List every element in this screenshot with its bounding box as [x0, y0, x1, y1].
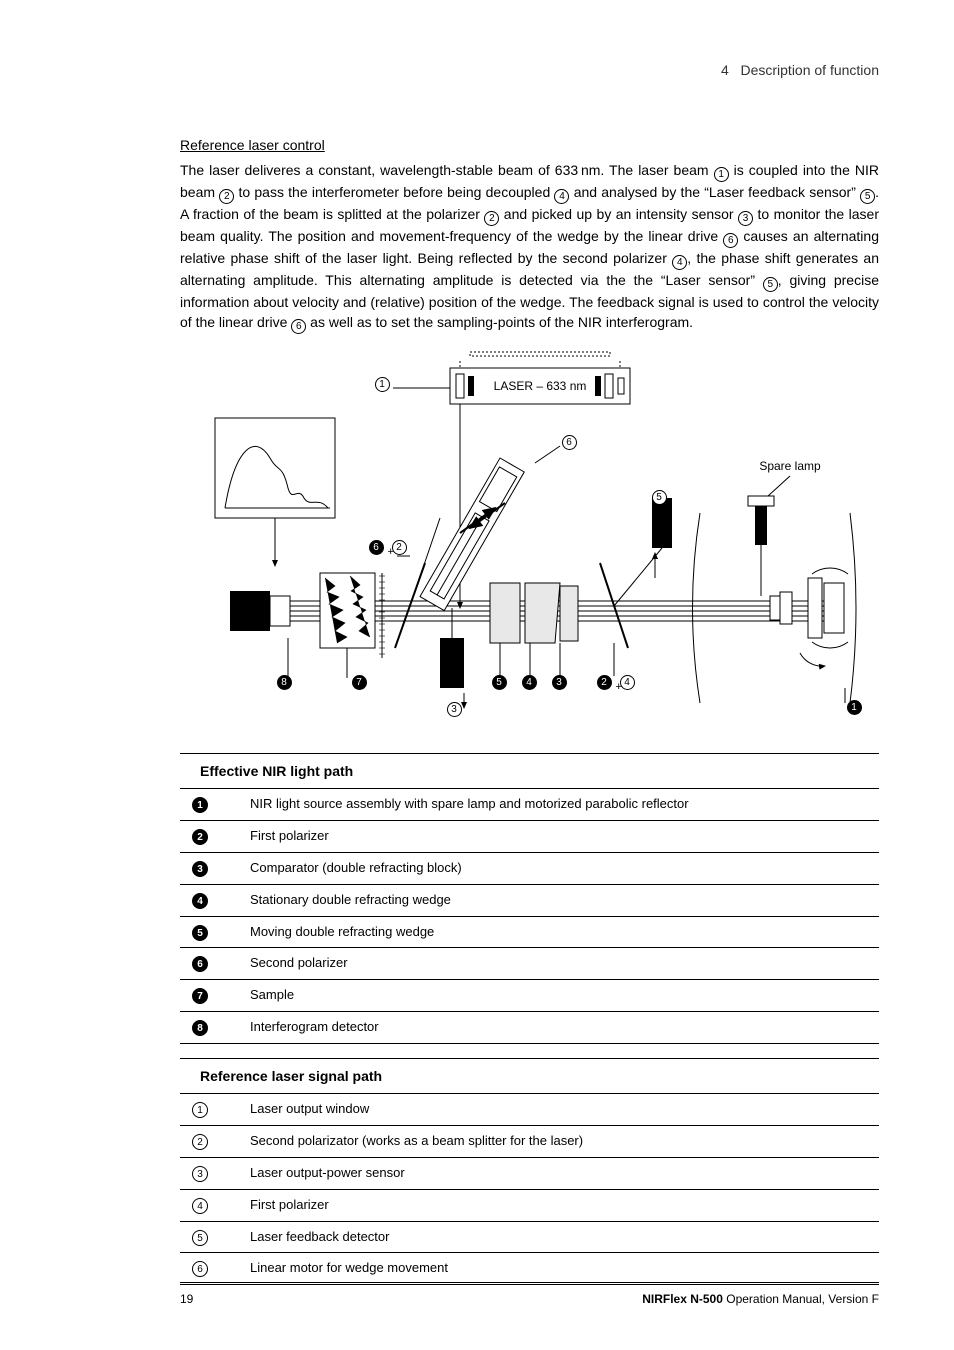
callout-open-3: 3	[447, 702, 462, 717]
open-badge-3: 3	[192, 1166, 208, 1182]
callout-filled-6: 6	[369, 540, 384, 555]
table-label: Second polarizator (works as a beam spli…	[230, 1126, 879, 1158]
table-label: Linear motor for wedge movement	[230, 1253, 879, 1285]
ref-circle-5b: 5	[763, 277, 778, 292]
spare-lamp-label: Spare lamp	[759, 459, 821, 473]
ref-circle-6: 6	[723, 233, 738, 248]
page-footer: 19 NIRFlex N-500 Operation Manual, Versi…	[180, 1282, 879, 1308]
filled-badge-5: 5	[192, 925, 208, 941]
callout-filled-3: 3	[552, 675, 567, 690]
table-row: 3 Laser output-power sensor	[180, 1157, 879, 1189]
filled-badge-6: 6	[192, 956, 208, 972]
callout-open-1: 1	[375, 377, 390, 392]
callout-filled-4: 4	[522, 675, 537, 690]
laser-label: LASER – 633 nm	[493, 379, 586, 393]
table-label: Stationary double refracting wedge	[230, 884, 879, 916]
table-label: NIR light source assembly with spare lam…	[230, 789, 879, 820]
callout-filled-2: 2	[597, 675, 612, 690]
ref-circle-5: 5	[860, 189, 875, 204]
table-title-reference: Reference laser signal path	[180, 1058, 879, 1094]
table-label: Laser output window	[230, 1094, 879, 1125]
open-badge-1: 1	[192, 1102, 208, 1118]
page-number: 19	[180, 1291, 193, 1308]
ref-circle-2b: 2	[484, 211, 499, 226]
open-badge-5: 5	[192, 1230, 208, 1246]
table-label: Second polarizer	[230, 948, 879, 980]
footer-right: NIRFlex N-500 Operation Manual, Version …	[642, 1291, 879, 1308]
filled-badge-2: 2	[192, 829, 208, 845]
callout-filled-1: 1	[847, 700, 862, 715]
table-row: 5 Moving double refracting wedge	[180, 916, 879, 948]
filled-badge-7: 7	[192, 988, 208, 1004]
filled-badge-3: 3	[192, 861, 208, 877]
ref-circle-3: 3	[738, 211, 753, 226]
table-title-effective: Effective NIR light path	[180, 753, 879, 789]
optics-diagram: LASER – 633 nm Spare lamp	[200, 348, 860, 733]
table-row: 4 Stationary double refracting wedge	[180, 884, 879, 916]
table-row: 6 Second polarizer	[180, 948, 879, 980]
plus-sign: +	[388, 545, 394, 561]
table-row: 1 Laser output window	[180, 1094, 879, 1125]
callout-filled-7: 7	[352, 675, 367, 690]
table-label: Laser output-power sensor	[230, 1157, 879, 1189]
table-label: Sample	[230, 980, 879, 1012]
table-row: 2 First polarizer	[180, 821, 879, 853]
callout-filled-5: 5	[492, 675, 507, 690]
table-label: Laser feedback detector	[230, 1221, 879, 1253]
filled-badge-8: 8	[192, 1020, 208, 1036]
table-row: 7 Sample	[180, 980, 879, 1012]
callout-open-6: 6	[562, 435, 577, 450]
table-label: First polarizer	[230, 1189, 879, 1221]
table-row: 2 Second polarizator (works as a beam spl…	[180, 1126, 879, 1158]
open-badge-6: 6	[192, 1261, 208, 1277]
ref-circle-4: 4	[554, 189, 569, 204]
chapter-number: 4	[721, 62, 729, 78]
callout-filled-8: 8	[277, 675, 292, 690]
table-row: 1 NIR light source assembly with spare la…	[180, 789, 879, 820]
body-paragraph: The laser deliveres a constant, waveleng…	[180, 160, 879, 334]
table-row: 3 Comparator (double refracting block)	[180, 852, 879, 884]
table-label: Moving double refracting wedge	[230, 916, 879, 948]
table-row: 8 Interferogram detector	[180, 1012, 879, 1044]
plus-sign: +	[616, 680, 622, 696]
table-row: 4 First polarizer	[180, 1189, 879, 1221]
callout-open-5: 5	[652, 490, 667, 505]
effective-table: 1 NIR light source assembly with spare la…	[180, 789, 879, 1044]
table-label: First polarizer	[230, 821, 879, 853]
chapter-title: Description of function	[740, 62, 879, 78]
filled-badge-4: 4	[192, 893, 208, 909]
open-badge-4: 4	[192, 1198, 208, 1214]
reference-table: 1 Laser output window 2 Second polarizator …	[180, 1094, 879, 1285]
ref-circle-6b: 6	[291, 319, 306, 334]
table-label: Interferogram detector	[230, 1012, 879, 1044]
page-header: 4 Description of function	[180, 60, 879, 80]
table-row: 5 Laser feedback detector	[180, 1221, 879, 1253]
filled-badge-1: 1	[192, 797, 208, 813]
table-label: Comparator (double refracting block)	[230, 852, 879, 884]
ref-circle-1: 1	[714, 167, 729, 182]
table-row: 6 Linear motor for wedge movement	[180, 1253, 879, 1285]
section-title: Reference laser control	[180, 135, 879, 155]
ref-circle-4b: 4	[672, 255, 687, 270]
open-badge-2: 2	[192, 1134, 208, 1150]
ref-circle-2: 2	[219, 189, 234, 204]
